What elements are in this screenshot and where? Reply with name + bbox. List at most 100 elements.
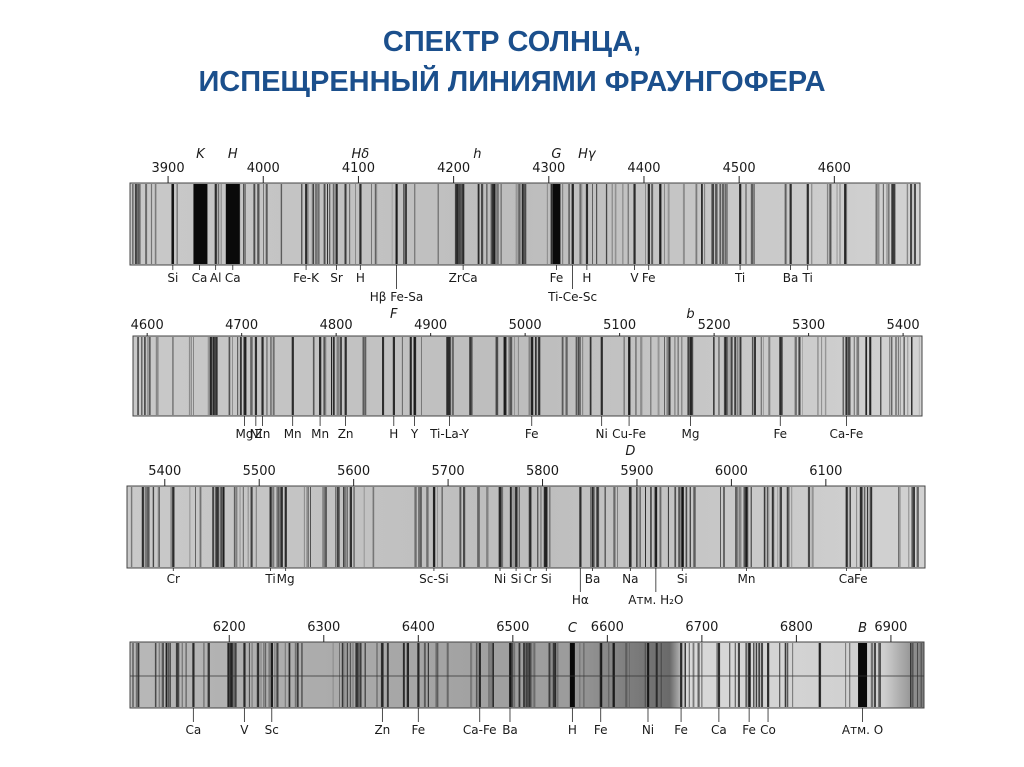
wavelength-label: 4600 xyxy=(131,318,164,333)
element-line xyxy=(789,184,792,264)
element-line xyxy=(600,337,603,415)
element-label: Fe xyxy=(594,723,608,737)
element-label: Ca xyxy=(192,271,208,285)
wavelength-label: 4700 xyxy=(225,318,258,333)
element-label: Ba xyxy=(585,572,601,586)
element-line xyxy=(779,337,782,415)
element-line xyxy=(689,337,692,415)
element-line xyxy=(214,184,217,264)
heavy-absorption-band xyxy=(552,184,561,264)
element-label: V xyxy=(240,723,249,737)
element-line xyxy=(462,184,465,264)
element-label: ZrCa xyxy=(449,271,478,285)
element-label: Cr xyxy=(167,572,180,586)
element-label: H xyxy=(568,723,577,737)
element-label: Al xyxy=(210,271,222,285)
wavelength-label: 6800 xyxy=(780,620,813,635)
element-label: Ca-Fe xyxy=(830,427,864,441)
spectrum-strip-1: 3900 4000 4100 4200 4300 4400 4500 4600 K H Hδ h G Hγ… xyxy=(129,147,921,304)
element-label: Fe-K xyxy=(293,271,320,285)
element-line xyxy=(654,487,658,567)
element-line xyxy=(243,643,246,707)
element-label: Атм. H₂O xyxy=(628,593,683,607)
element-line xyxy=(413,337,416,415)
heavy-absorption-band xyxy=(193,184,208,264)
wavelength-label: 5400 xyxy=(148,464,181,479)
wavelength-label: 6900 xyxy=(874,620,907,635)
wavelength-label: 5000 xyxy=(509,318,542,333)
element-line xyxy=(392,337,395,415)
spectrum-strip-2: 4600 4700 4800 4900 5000 5100 5200 5300 5400 F b Mg… xyxy=(131,307,923,441)
element-line xyxy=(745,487,748,567)
element-label: Y xyxy=(410,427,419,441)
element-line xyxy=(508,643,512,707)
element-line xyxy=(806,184,809,264)
wavelength-label: 4300 xyxy=(532,161,565,176)
element-line xyxy=(254,337,258,415)
element-line xyxy=(767,643,770,707)
wavelength-label: 4600 xyxy=(818,161,851,176)
spectrum-strip-3: 5400 5500 5600 5700 5800 5900 6000 6100 D Cr Ti Mg S… xyxy=(126,444,926,607)
wavelength-label: 6600 xyxy=(591,620,624,635)
element-label: Ni xyxy=(642,723,654,737)
element-label: Fe xyxy=(854,572,868,586)
wavelength-label: 6100 xyxy=(809,464,842,479)
element-label: Hβ Fe-Sa xyxy=(370,290,423,304)
element-line xyxy=(646,643,650,707)
wavelength-label: 5700 xyxy=(432,464,465,479)
element-label: Fe xyxy=(525,427,539,441)
fraunhofer-label: C xyxy=(568,621,578,636)
fraunhofer-label: Hδ xyxy=(351,147,369,162)
element-label: Ca-Fe xyxy=(463,723,497,737)
element-label: Ca xyxy=(185,723,201,737)
fraunhofer-label: F xyxy=(390,307,398,322)
slide-title-line-1: СПЕКТР СОЛНЦА, xyxy=(382,26,642,58)
wavelength-label: 5800 xyxy=(526,464,559,479)
element-label: Ni xyxy=(250,427,262,441)
element-line xyxy=(335,184,338,264)
wavelength-label: 5200 xyxy=(698,318,731,333)
element-label: Si xyxy=(511,572,522,586)
element-label: Ti xyxy=(734,271,745,285)
wavelength-label: 4000 xyxy=(247,161,280,176)
element-label: Sc xyxy=(265,723,279,737)
element-line xyxy=(269,487,272,567)
element-line xyxy=(647,184,650,264)
wavelength-label: 4100 xyxy=(342,161,375,176)
element-label: Ba xyxy=(783,271,799,285)
element-line xyxy=(499,487,502,567)
element-line xyxy=(448,337,451,415)
heavy-absorption-band xyxy=(569,643,575,707)
element-label: Ca xyxy=(839,572,855,586)
wavelength-label: 6400 xyxy=(402,620,435,635)
wavelength-label: 5600 xyxy=(337,464,370,479)
fraunhofer-label: K xyxy=(196,147,206,162)
element-line xyxy=(681,487,684,567)
element-label: Fe xyxy=(550,271,564,285)
element-label: Ca xyxy=(225,271,241,285)
element-line xyxy=(739,184,742,264)
wavelength-label: 4500 xyxy=(723,161,756,176)
heavy-absorption-band xyxy=(225,184,240,264)
element-label: H xyxy=(582,271,591,285)
element-line xyxy=(284,487,287,567)
element-label: H xyxy=(389,427,398,441)
element-line xyxy=(381,643,384,707)
element-line xyxy=(529,487,532,567)
element-label: Ba xyxy=(502,723,518,737)
element-line xyxy=(291,337,294,415)
absorption-lines xyxy=(137,337,920,415)
element-label: Fe xyxy=(773,427,787,441)
element-label: Sc-Si xyxy=(419,572,449,586)
wavelength-label: 6500 xyxy=(496,620,529,635)
element-label: Fe xyxy=(742,723,756,737)
element-line xyxy=(192,643,195,707)
element-line xyxy=(629,487,632,567)
fraunhofer-label: B xyxy=(858,621,867,636)
wavelength-label: 4800 xyxy=(320,318,353,333)
element-label: Ti-Ce-Sc xyxy=(547,290,597,304)
element-line xyxy=(717,643,721,707)
element-label: Si xyxy=(677,572,688,586)
wavelength-label: 6300 xyxy=(307,620,340,635)
